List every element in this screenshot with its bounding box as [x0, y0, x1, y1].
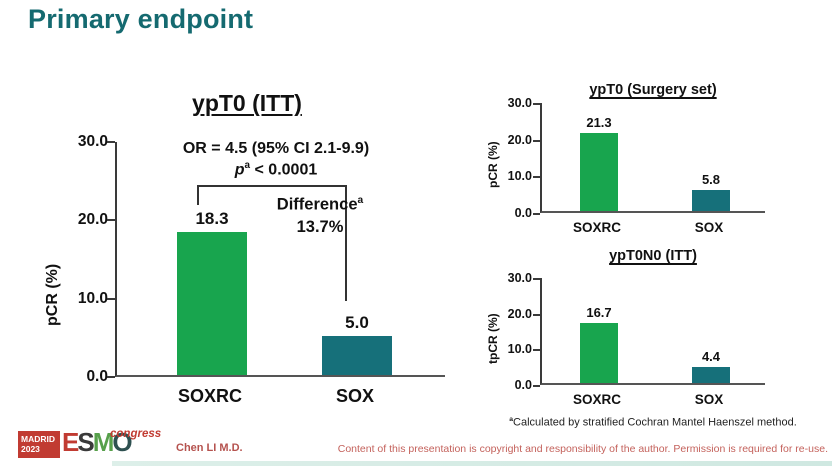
- footnote-superscript: a: [509, 416, 514, 423]
- tick-mark: [107, 376, 115, 378]
- surgery-set-chart: ypT0 (Surgery set) pCR (%) 30.0 20.0 10.…: [478, 78, 822, 248]
- tpcr-category-soxrc: SOXRC: [572, 392, 621, 407]
- tick-mark: [533, 349, 540, 351]
- logo-city: MADRID: [21, 433, 55, 444]
- surgery-plot-area: 21.3 5.8: [540, 103, 765, 213]
- tick-mark: [533, 213, 540, 215]
- tpcr-tick-10: 10.0: [507, 342, 532, 356]
- p-superscript: a: [244, 160, 251, 171]
- tick-mark: [533, 140, 540, 142]
- tick-mark: [533, 176, 540, 178]
- presenter-name: Chen LI M.D.: [176, 442, 243, 454]
- esmo-congress-logo: MADRID 2023 ESMO congress: [18, 427, 168, 462]
- main-tick-0: 0.0: [86, 368, 108, 385]
- surgery-bar-group-soxrc: 21.3: [580, 103, 618, 211]
- main-bar-value-soxrc: 18.3: [195, 208, 229, 228]
- tpcr-bar-sox: [692, 367, 730, 383]
- p-symbol: p: [234, 161, 245, 179]
- surgery-tick-20: 20.0: [507, 133, 532, 147]
- surgery-tick-0: 0.0: [514, 206, 532, 220]
- slide-title: Primary endpoint: [28, 4, 254, 34]
- surgery-bar-value-soxrc: 21.3: [586, 114, 612, 130]
- main-bar-soxrc: [177, 231, 247, 375]
- or-annotation: OR = 4.5 (95% CI 2.1-9.9): [182, 140, 370, 157]
- tpcr-bar-value-soxrc: 16.7: [586, 305, 612, 321]
- p-value-annotation: pa < 0.0001: [126, 160, 426, 179]
- tpcr-plot-area: 16.7 4.4: [540, 278, 765, 385]
- main-tick-30: 30.0: [77, 133, 108, 150]
- tick-mark: [107, 298, 115, 300]
- surgery-bar-group-sox: 5.8: [692, 103, 730, 211]
- main-category-sox: SOX: [335, 386, 374, 406]
- tpcr-bar-group-soxrc: 16.7: [580, 278, 618, 383]
- main-chart-ypt0-itt: ypT0 (ITT) OR = 4.5 (95% CI 2.1-9.9) pa …: [30, 88, 470, 418]
- tpcr-tick-30: 30.0: [507, 271, 532, 285]
- main-category-soxrc: SOXRC: [177, 386, 242, 406]
- tick-mark: [533, 385, 540, 387]
- tick-mark: [107, 219, 115, 221]
- main-bar-group-sox: 5.0: [322, 142, 392, 375]
- surgery-category-soxrc: SOXRC: [572, 220, 621, 235]
- tpcr-chart-title: ypT0N0 (ITT): [609, 248, 697, 264]
- tpcr-category-sox: SOX: [694, 392, 724, 407]
- tpcr-tick-20: 20.0: [507, 307, 532, 321]
- madrid-2023-badge: MADRID 2023: [18, 431, 60, 458]
- surgery-chart-title: ypT0 (Surgery set): [589, 82, 717, 98]
- surgery-tick-30: 30.0: [507, 96, 532, 110]
- tpcr-tick-0: 0.0: [514, 378, 532, 392]
- main-bar-value-sox: 5.0: [345, 312, 369, 332]
- esmo-wordmark: ESMO: [62, 427, 133, 457]
- main-tick-20: 20.0: [77, 211, 108, 228]
- tick-mark: [533, 314, 540, 316]
- difference-annotation: Differencea 13.7%: [170, 190, 470, 238]
- surgery-bar-soxrc: [580, 132, 618, 211]
- bracket-left-stub: [197, 185, 199, 205]
- main-plot-area: 18.3 5.0: [115, 142, 445, 377]
- tick-mark: [107, 141, 115, 143]
- surgery-bar-sox: [692, 189, 730, 211]
- difference-superscript: a: [357, 195, 364, 206]
- surgery-bar-value-sox: 5.8: [701, 171, 721, 187]
- tpcr-bar-group-sox: 4.4: [692, 278, 730, 383]
- surgery-category-sox: SOX: [694, 220, 724, 235]
- copyright-disclaimer: Content of this presentation is copyrigh…: [337, 443, 828, 455]
- bracket-right-line: [345, 185, 347, 301]
- bracket-horizontal-line: [197, 185, 347, 187]
- tpcr-bar-value-sox: 4.4: [701, 349, 721, 365]
- congress-label: congress: [110, 428, 162, 440]
- tick-mark: [533, 278, 540, 280]
- tick-mark: [533, 103, 540, 105]
- difference-value: 13.7%: [296, 217, 344, 236]
- tpcr-bar-soxrc: [580, 323, 618, 383]
- main-chart-title: ypT0 (ITT): [192, 90, 302, 116]
- footnote-text: Calculated by stratified Cochran Mantel …: [513, 416, 797, 429]
- difference-label: Differencea: [276, 195, 364, 214]
- tpcr-chart: ypT0N0 (ITT) tpCR (%) 30.0 20.0 10.0 0.0…: [478, 246, 822, 436]
- main-tick-10: 10.0: [77, 290, 108, 307]
- p-value-text: < 0.0001: [250, 161, 318, 179]
- logo-year: 2023: [21, 443, 40, 454]
- method-footnote: aCalculated by stratified Cochran Mantel…: [488, 416, 818, 429]
- bottom-accent-strip: [112, 461, 832, 466]
- surgery-tick-10: 10.0: [507, 169, 532, 183]
- main-bar-sox: [322, 335, 392, 375]
- main-bar-group-soxrc: 18.3: [177, 142, 247, 375]
